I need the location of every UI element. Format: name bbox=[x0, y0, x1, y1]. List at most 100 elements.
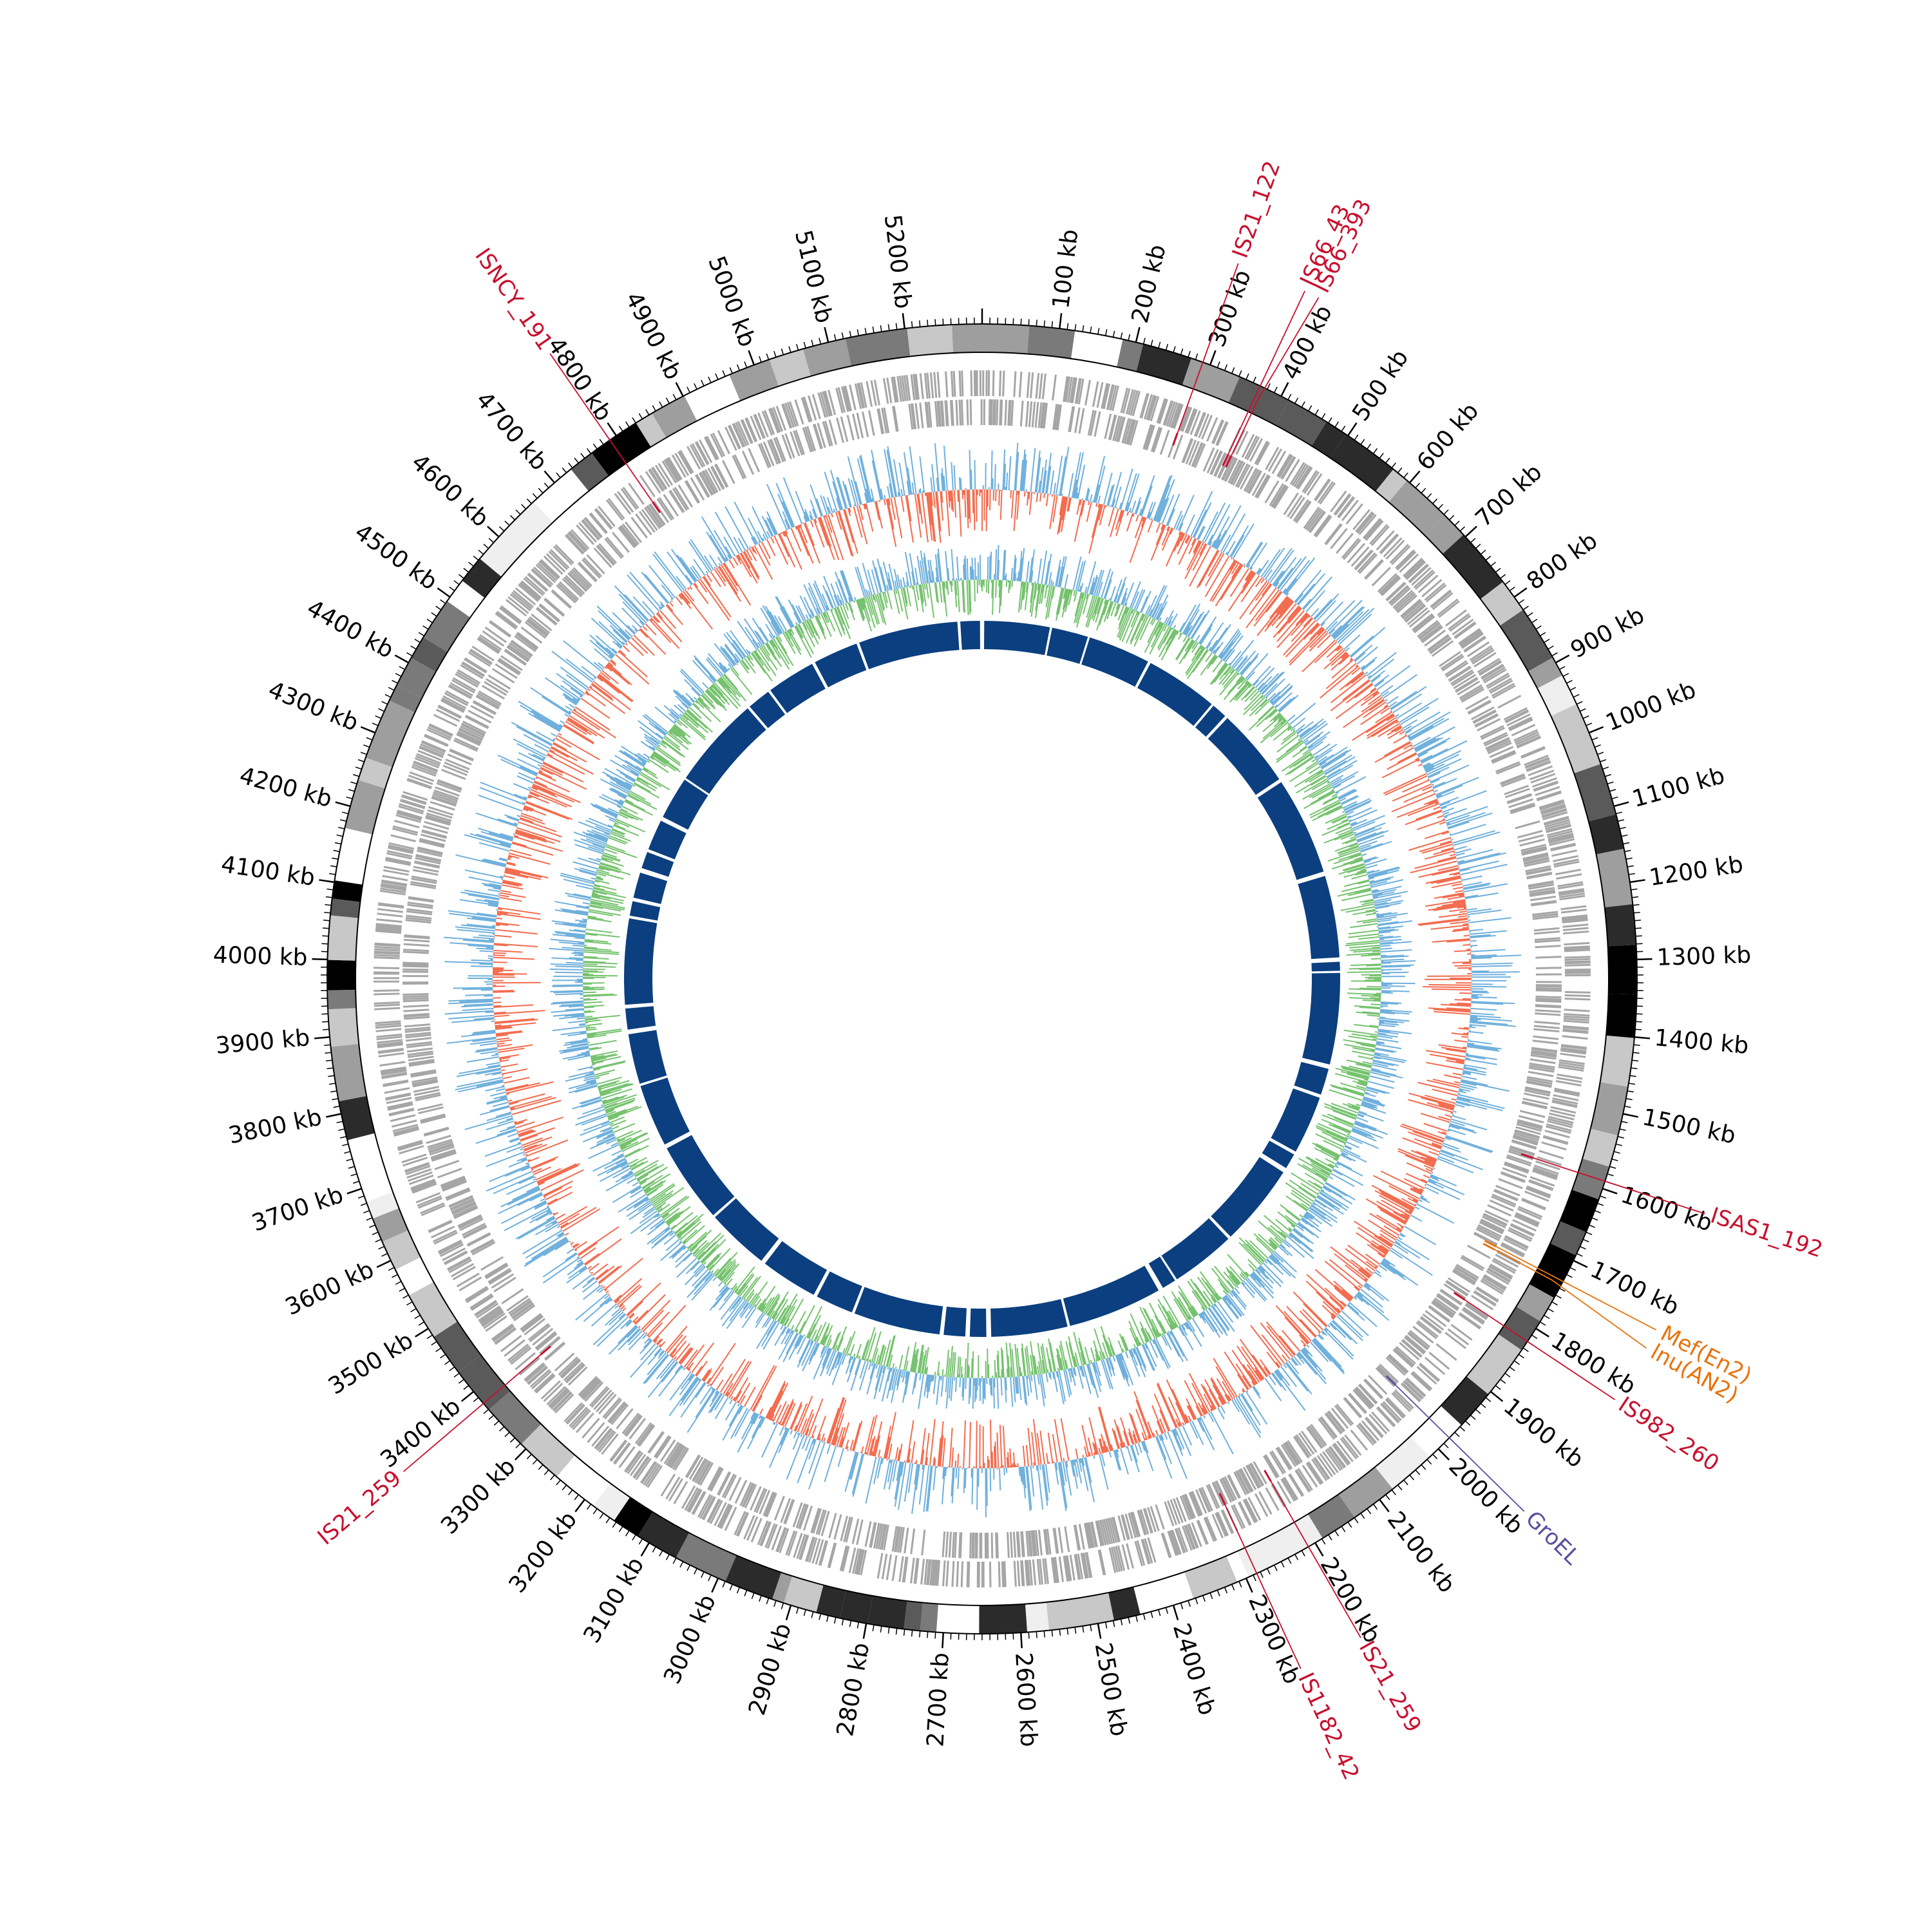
gc-content-bar bbox=[1446, 812, 1486, 826]
gene-mark bbox=[1504, 788, 1530, 799]
minor-tick bbox=[1586, 723, 1593, 726]
minor-tick bbox=[395, 672, 402, 677]
gene-mark bbox=[1492, 752, 1517, 764]
gene-mark bbox=[665, 458, 681, 482]
gc-content-bar bbox=[1412, 1130, 1444, 1143]
gene-mark bbox=[1539, 799, 1564, 809]
gene-mark bbox=[647, 1465, 663, 1488]
gc-content-bar bbox=[1095, 503, 1098, 507]
gene-mark bbox=[1465, 696, 1489, 710]
gc-content-bar bbox=[1390, 724, 1401, 732]
gene-mark bbox=[450, 1263, 475, 1278]
gene-mark bbox=[770, 407, 781, 433]
gene-mark bbox=[1337, 496, 1354, 518]
gc-content-bar bbox=[1179, 523, 1184, 531]
gene-mark bbox=[1421, 626, 1443, 643]
gene-mark bbox=[618, 527, 636, 549]
gene-mark bbox=[1216, 421, 1229, 446]
minor-tick bbox=[1559, 1287, 1566, 1292]
gc-content-bar bbox=[1060, 1418, 1070, 1461]
gene-mark bbox=[1204, 1517, 1217, 1542]
gene-mark bbox=[1539, 800, 1565, 810]
gene-mark bbox=[578, 1376, 598, 1397]
gc-content-bar bbox=[804, 1413, 815, 1435]
gc-content-bar bbox=[793, 1431, 797, 1439]
gc-content-bar bbox=[1396, 1227, 1402, 1232]
tick-label-4200: 4200 kb bbox=[236, 762, 334, 813]
gene-mark bbox=[1020, 1531, 1025, 1557]
tick-label-500: 500 kb bbox=[1347, 345, 1414, 426]
minor-tick bbox=[334, 842, 341, 845]
minor-tick bbox=[1604, 773, 1611, 777]
gene-mark bbox=[1002, 370, 1005, 397]
gc-content-bar bbox=[540, 1198, 545, 1202]
gc-content-bar bbox=[1416, 759, 1421, 762]
gene-mark bbox=[511, 591, 533, 610]
gene-mark bbox=[681, 1485, 696, 1509]
gene-mark bbox=[414, 860, 440, 868]
gene-mark bbox=[1009, 1531, 1013, 1558]
gc-content-bar bbox=[1135, 500, 1141, 515]
gc-content-bar bbox=[480, 1050, 498, 1055]
gene-mark bbox=[1526, 761, 1551, 772]
minor-tick bbox=[422, 625, 429, 630]
gene-mark bbox=[550, 1390, 571, 1410]
gene-mark bbox=[701, 1496, 715, 1520]
gc-content-bar bbox=[1430, 764, 1470, 783]
gc-content-bar bbox=[1211, 560, 1238, 602]
gc-content-bar bbox=[1345, 1248, 1376, 1272]
gene-mark bbox=[1084, 1552, 1092, 1578]
gc-content-bar bbox=[1470, 1007, 1497, 1011]
gene-mark bbox=[480, 1308, 502, 1325]
gene-mark bbox=[531, 569, 551, 588]
gene-mark bbox=[1466, 1244, 1491, 1259]
gc-content-bar bbox=[520, 1127, 555, 1141]
karyotype-band bbox=[1606, 994, 1637, 1038]
gc-content-bar bbox=[889, 1459, 892, 1464]
gc-content-bar bbox=[1387, 728, 1404, 739]
gc-content-bar bbox=[1442, 893, 1464, 899]
gene-mark bbox=[1473, 1231, 1498, 1245]
gene-mark bbox=[1403, 1336, 1425, 1355]
gene-mark bbox=[1433, 1299, 1455, 1316]
gene-mark bbox=[564, 1402, 583, 1423]
gc-content-bar bbox=[1423, 1174, 1430, 1179]
gene-mark bbox=[1535, 1004, 1562, 1007]
karyotype-band bbox=[1443, 535, 1503, 600]
gene-mark bbox=[899, 1527, 905, 1553]
gc-content-bar bbox=[1291, 1357, 1299, 1366]
minor-tick bbox=[1623, 842, 1630, 845]
gene-mark bbox=[375, 926, 402, 931]
gene-mark bbox=[388, 844, 414, 852]
gene-mark bbox=[374, 1001, 400, 1005]
gene-mark bbox=[1053, 404, 1059, 430]
gc-content-bar bbox=[1022, 453, 1027, 491]
gc-content-bar bbox=[849, 1452, 858, 1480]
gene-mark bbox=[500, 1334, 522, 1352]
karyotype-band bbox=[1108, 1587, 1141, 1621]
gc-content-bar bbox=[724, 1401, 737, 1421]
gc-content-bar bbox=[1450, 853, 1456, 857]
minor-tick bbox=[1066, 323, 1069, 330]
gene-mark bbox=[1084, 1522, 1092, 1549]
karyotype-band bbox=[1289, 1514, 1323, 1550]
minor-tick bbox=[701, 379, 705, 386]
gene-mark bbox=[1526, 1078, 1553, 1085]
gc-content-bar bbox=[819, 1437, 821, 1441]
major-tick bbox=[360, 726, 376, 734]
gene-mark bbox=[1540, 803, 1566, 813]
gene-mark bbox=[1144, 1538, 1153, 1564]
minor-tick bbox=[556, 1479, 561, 1486]
gene-mark bbox=[1521, 848, 1548, 856]
gc-content-bar bbox=[1039, 1464, 1041, 1470]
gc-content-bar bbox=[1168, 1396, 1182, 1426]
minor-tick bbox=[402, 1294, 409, 1299]
gene-mark bbox=[1392, 1390, 1413, 1411]
gc-content-bar bbox=[1459, 860, 1499, 871]
gc-content-bar bbox=[1463, 1071, 1471, 1074]
gene-mark bbox=[453, 1206, 478, 1218]
gc-content-bar bbox=[1253, 1385, 1260, 1396]
gene-mark bbox=[1021, 1560, 1025, 1586]
minor-tick bbox=[736, 364, 741, 371]
